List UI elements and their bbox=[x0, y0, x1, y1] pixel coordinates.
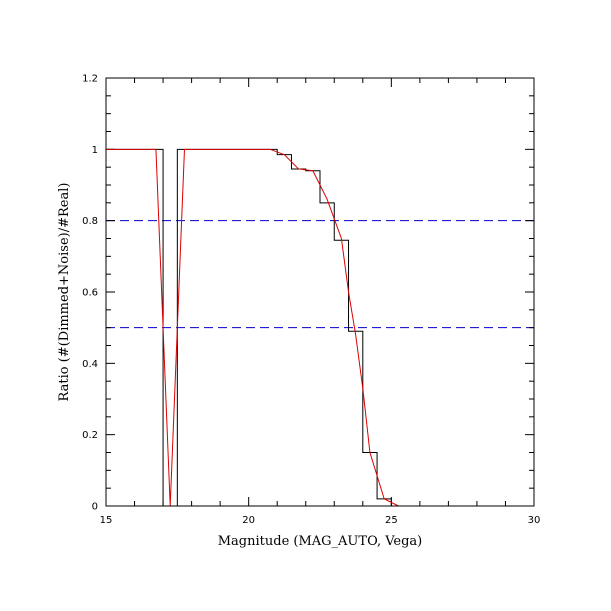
plot-frame bbox=[105, 77, 535, 507]
y-tick-label: 0 bbox=[92, 502, 98, 513]
x-tick-label: 15 bbox=[100, 515, 113, 526]
x-axis-title: Magnitude (MAG_AUTO, Vega) bbox=[218, 534, 423, 549]
reference-lines bbox=[106, 220, 534, 329]
y-tick-label: 0.8 bbox=[82, 216, 98, 227]
axis-ticks bbox=[105, 77, 535, 507]
data-series bbox=[106, 148, 534, 507]
y-tick-label: 1 bbox=[92, 145, 98, 156]
x-tick-label: 20 bbox=[242, 515, 255, 526]
x-tick-label: 25 bbox=[385, 515, 398, 526]
smooth-curve-line bbox=[106, 148, 534, 507]
y-tick-label: 1.2 bbox=[82, 74, 98, 85]
y-axis-title: Ratio (#(Dimmed+Noise)/#Real) bbox=[57, 183, 72, 402]
y-tick-label: 0.2 bbox=[82, 430, 98, 441]
tick-labels: 15 20 25 30 0 0.2 0.4 0.6 0.8 1 1.2 bbox=[82, 74, 540, 527]
x-tick-label: 30 bbox=[528, 515, 541, 526]
histogram-step-line bbox=[106, 148, 534, 507]
y-tick-label: 0.4 bbox=[82, 359, 98, 370]
y-tick-label: 0.6 bbox=[82, 288, 98, 299]
